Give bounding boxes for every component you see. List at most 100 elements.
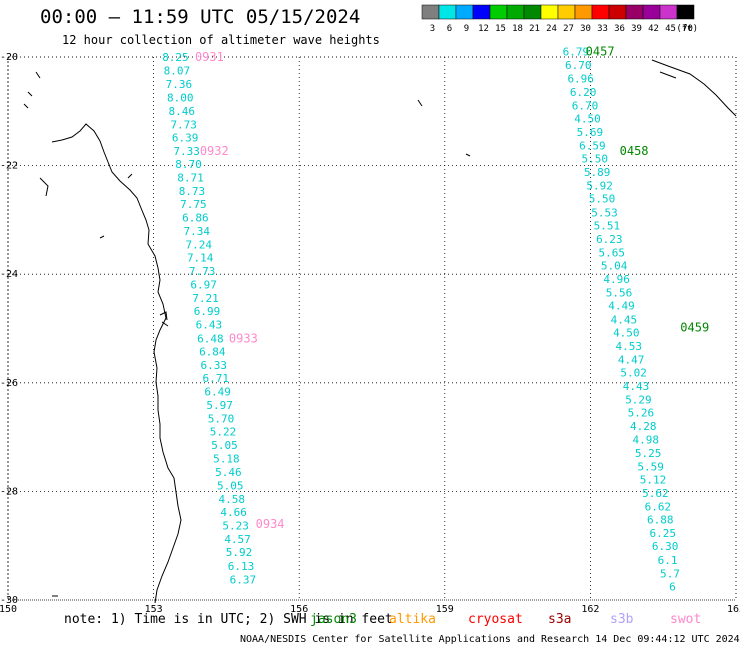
wave-height-value: 5.7 (660, 567, 680, 580)
wave-height-value: 6.1 (658, 554, 678, 567)
wave-height-value: 6.79 (563, 46, 590, 59)
wave-height-value: 6.71 (202, 372, 229, 385)
pass-time-label: 0931 (195, 50, 224, 64)
colorscale-tick: 3 (430, 24, 435, 34)
wave-height-value: 5.53 (591, 206, 618, 219)
wave-height-value: 5.29 (625, 394, 652, 407)
wave-height-value: 4.53 (615, 340, 642, 353)
wave-height-value: 5.50 (582, 153, 609, 166)
wave-height-value: 5.51 (594, 219, 621, 232)
x-axis-ticks: 150 153 156 159 162 165 (0, 604, 740, 615)
wave-height-value: 4.66 (220, 506, 247, 519)
pass-time-label: 0933 (229, 331, 258, 345)
wave-height-value: 5.70 (208, 413, 235, 426)
wave-height-value: 5.04 (601, 260, 628, 273)
wave-height-value: 7.14 (187, 251, 214, 264)
y-tick-label: -28 (0, 486, 18, 497)
colorscale-tick: 45 (665, 24, 676, 34)
wave-height-value: 8.71 (177, 172, 204, 185)
wave-height-value: 5.56 (606, 287, 633, 300)
y-tick-label: -30 (0, 595, 18, 606)
x-tick-label: 156 (290, 604, 308, 615)
wave-height-value: 5.50 (589, 193, 616, 206)
wave-height-value: 5.23 (222, 520, 249, 533)
wave-height-value: 4.50 (613, 326, 640, 339)
colorscale-tick: 18 (512, 24, 523, 34)
wave-height-value: 5.69 (577, 126, 604, 139)
colorscale-tick: 42 (648, 24, 659, 34)
wave-height-value: 8.07 (164, 65, 191, 78)
colorscale-unit: (ft) (676, 24, 698, 34)
pass-time-label: 0457 (586, 45, 615, 59)
pass-time-label: 0932 (200, 144, 229, 158)
wave-height-value: 7.33 (173, 145, 200, 158)
wave-height-value: 8.46 (168, 105, 195, 118)
x-tick-label: 159 (436, 604, 454, 615)
wave-height-value: 5.05 (211, 439, 238, 452)
wave-height-value: 4.50 (574, 112, 601, 125)
wave-height-value: 8.73 (179, 185, 206, 198)
wave-height-value: 6.33 (201, 359, 228, 372)
wave-height-value: 4.45 (611, 313, 638, 326)
pass-time-label: 0934 (256, 517, 285, 531)
pass-time-label: 0459 (680, 320, 709, 334)
chart-title: 00:00 – 11:59 UTC 05/15/2024 (40, 6, 361, 28)
wave-height-value: 6.97 (190, 279, 217, 292)
credit-line: NOAA/NESDIS Center for Satellite Applica… (240, 634, 740, 645)
wave-height-value: 6.30 (652, 540, 679, 553)
legend-s3b: s3b (610, 612, 634, 627)
colorscale: 3 6 9 12 15 18 21 24 27 30 33 36 39 42 45 70(ft) (421, 4, 698, 34)
y-tick-label: -24 (0, 269, 18, 280)
wave-height-value: 6.25 (649, 527, 676, 540)
wave-height-value: 8.25 (162, 51, 189, 64)
legend-swot: swot (670, 612, 702, 627)
colorscale-tick: 21 (529, 24, 540, 34)
wave-height-value: 6 (669, 580, 676, 593)
wave-height-value: 6.70 (572, 99, 599, 112)
wave-height-value: 4.28 (630, 420, 657, 433)
x-tick-label: 153 (145, 604, 163, 615)
wave-height-value: 6.99 (194, 305, 221, 318)
colorscale-swatch (676, 4, 695, 20)
legend-altika: altika (389, 612, 436, 627)
wave-height-value: 5.46 (215, 466, 242, 479)
wave-height-value: 6.20 (570, 86, 597, 99)
colorscale-tick: 36 (614, 24, 625, 34)
legend-s3a: s3a (548, 612, 572, 627)
chart-subtitle: 12 hour collection of altimeter wave hei… (62, 33, 380, 47)
wave-height-value: 6.48 (197, 332, 224, 345)
colorscale-tick: 70 (682, 24, 693, 34)
wave-height-value: 8.70 (175, 158, 202, 171)
wave-height-value: 5.97 (206, 399, 233, 412)
colorscale-tick: 6 (447, 24, 452, 34)
x-tick-label: 162 (581, 604, 599, 615)
colorscale-tick: 33 (597, 24, 608, 34)
wave-height-value: 7.73 (189, 265, 216, 278)
wave-height-value: 6.88 (647, 514, 674, 527)
wave-height-value: 7.34 (184, 225, 211, 238)
y-tick-label: -22 (0, 161, 18, 172)
colorscale-tick: 24 (546, 24, 557, 34)
pass-time-label: 0458 (620, 144, 649, 158)
wave-height-value: 4.47 (618, 353, 645, 366)
wave-height-value: 6.86 (182, 212, 209, 225)
colorscale-tick: 15 (495, 24, 506, 34)
footnote: note: 1) Time is in UTC; 2) SWH is in fe… (64, 612, 393, 627)
wave-height-value: 6.43 (196, 319, 223, 332)
wave-height-value: 5.25 (635, 447, 662, 460)
wave-height-value: 6.62 (645, 501, 672, 514)
coastline (23, 59, 737, 604)
y-tick-label: -20 (0, 52, 18, 63)
wave-height-value: 5.26 (628, 407, 655, 420)
wave-height-value: 4.98 (632, 433, 659, 446)
wave-height-value: 7.21 (192, 292, 219, 305)
wave-height-value: 4.49 (608, 300, 635, 313)
wave-height-value: 6.84 (199, 345, 226, 358)
wave-height-value: 6.49 (204, 385, 231, 398)
wave-height-value: 5.92 (226, 546, 253, 559)
wave-height-value: 5.22 (210, 426, 237, 439)
wave-height-value: 5.62 (642, 487, 669, 500)
wave-height-value: 6.13 (228, 560, 255, 573)
wave-height-value: 7.75 (180, 198, 207, 211)
wave-height-value: 8.00 (167, 92, 194, 105)
